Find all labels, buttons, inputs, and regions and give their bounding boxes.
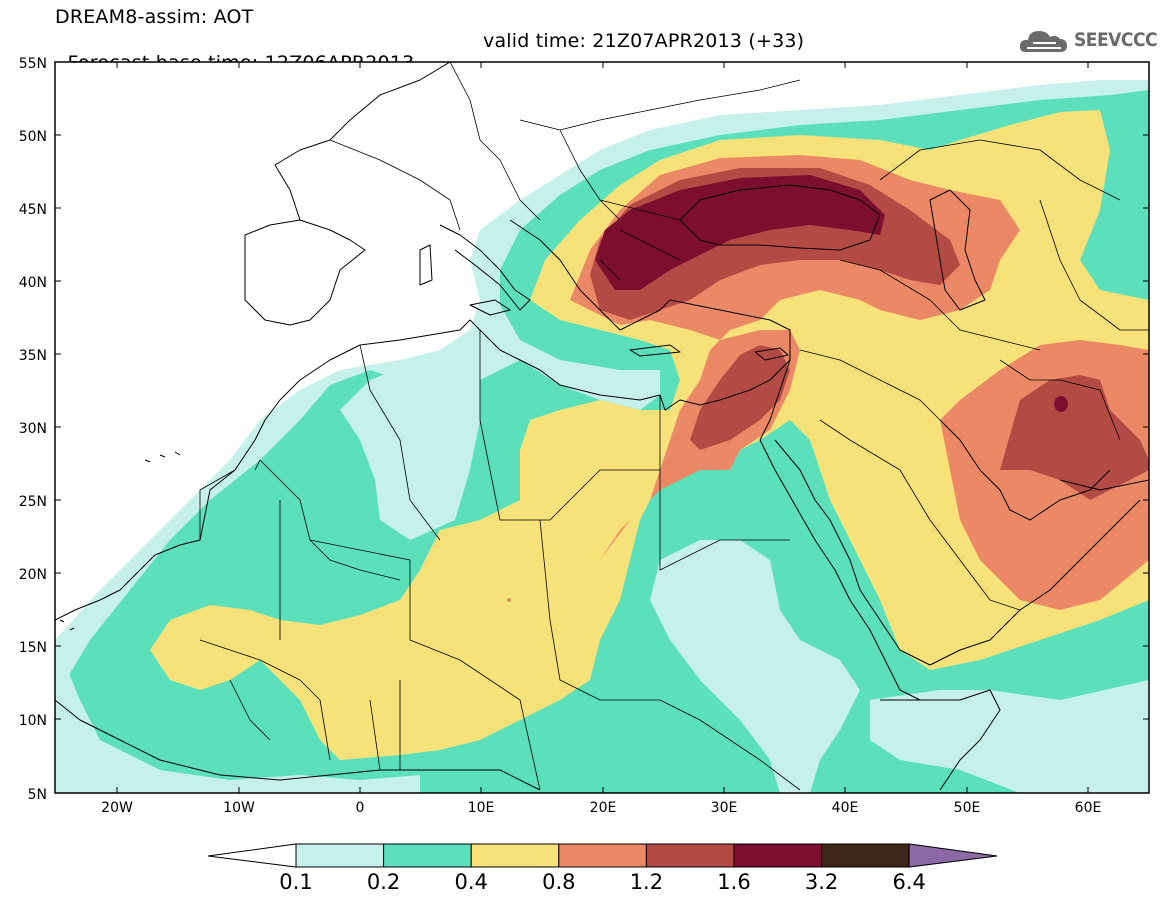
aot-level-0.1-horn (870, 680, 1149, 793)
x-tick-label: 0 (356, 800, 365, 816)
y-tick-label: 50N (19, 129, 47, 145)
country-borders (199, 62, 1149, 791)
colorbar-segment-1.2 (645, 843, 735, 868)
aot-speck (507, 598, 511, 602)
x-tick-label: 40E (832, 800, 859, 816)
colorbar-segment-1.6 (733, 843, 823, 868)
colorbar-segment-0.8 (558, 843, 647, 868)
colorbar-segment-3.2 (821, 843, 910, 868)
map-border (54, 61, 1150, 794)
y-tick-label: 20N (19, 567, 47, 583)
coastlines (55, 62, 1149, 791)
colorbar-label: 0.2 (366, 870, 401, 894)
aot-level-1.2-levant (690, 345, 790, 450)
y-tick-label: 40N (19, 275, 47, 291)
aot-level-0.1-coast (55, 640, 420, 793)
x-tick-label: 60E (1075, 800, 1102, 816)
y-tick-label: 5N (28, 787, 47, 803)
y-tick-label: 35N (19, 348, 47, 364)
colorbar-over-triangle (908, 843, 998, 868)
y-tick-label: 30N (19, 421, 47, 437)
x-tick-label: 10E (468, 800, 495, 816)
x-tick-label: 10W (223, 800, 255, 816)
y-axis-labels: 55N 50N 45N 40N 35N 30N 25N 20N 15N 10N … (19, 56, 47, 803)
aot-level-0.1-algeria (340, 360, 470, 540)
colorbar-label: 0.1 (279, 870, 313, 894)
colorbar-segment-0.2 (383, 843, 472, 868)
valid-time: valid time: 21Z07APR2013 (+33) (483, 30, 805, 52)
aot-level-1.6 (595, 175, 885, 290)
colorbar-segment-0.1 (295, 843, 385, 868)
y-tick-label: 55N (19, 56, 47, 72)
colorbar-segment-0.4 (470, 843, 560, 868)
x-tick-label: 30E (711, 800, 738, 816)
map-title: DREAM8-assim: AOT (55, 6, 254, 28)
cloud-logo-icon (1019, 31, 1067, 52)
x-tick-label: 20W (101, 800, 133, 816)
colorbar (207, 843, 998, 868)
colorbar-label: 0.8 (542, 870, 576, 894)
seevccc-logo: SEEVCCC (1018, 26, 1158, 56)
aot-level-1.2-iran (1000, 375, 1149, 500)
y-tick-label: 25N (19, 494, 47, 510)
colorbar-under-triangle (207, 843, 297, 868)
colorbar-label: 6.4 (892, 870, 926, 894)
x-tick-label: 20E (590, 800, 617, 816)
y-tick-label: 10N (19, 713, 47, 729)
colorbar-label: 1.2 (629, 870, 664, 894)
logo-text: SEEVCCC (1074, 29, 1158, 51)
x-tick-label: 50E (954, 800, 981, 816)
y-tick-label: 15N (19, 640, 47, 656)
aot-field (55, 62, 1149, 793)
colorbar-label: 3.2 (804, 870, 839, 894)
colorbar-label: 1.6 (717, 870, 751, 894)
aot-level-1.6-iran-spot (1054, 396, 1068, 412)
colorbar-label: 0.4 (454, 870, 488, 894)
y-tick-label: 45N (19, 202, 47, 218)
x-axis-labels: 20W 10W 0 10E 20E 30E 40E 50E 60E (101, 800, 1101, 816)
aot-level-0.1-sudan (650, 540, 860, 793)
